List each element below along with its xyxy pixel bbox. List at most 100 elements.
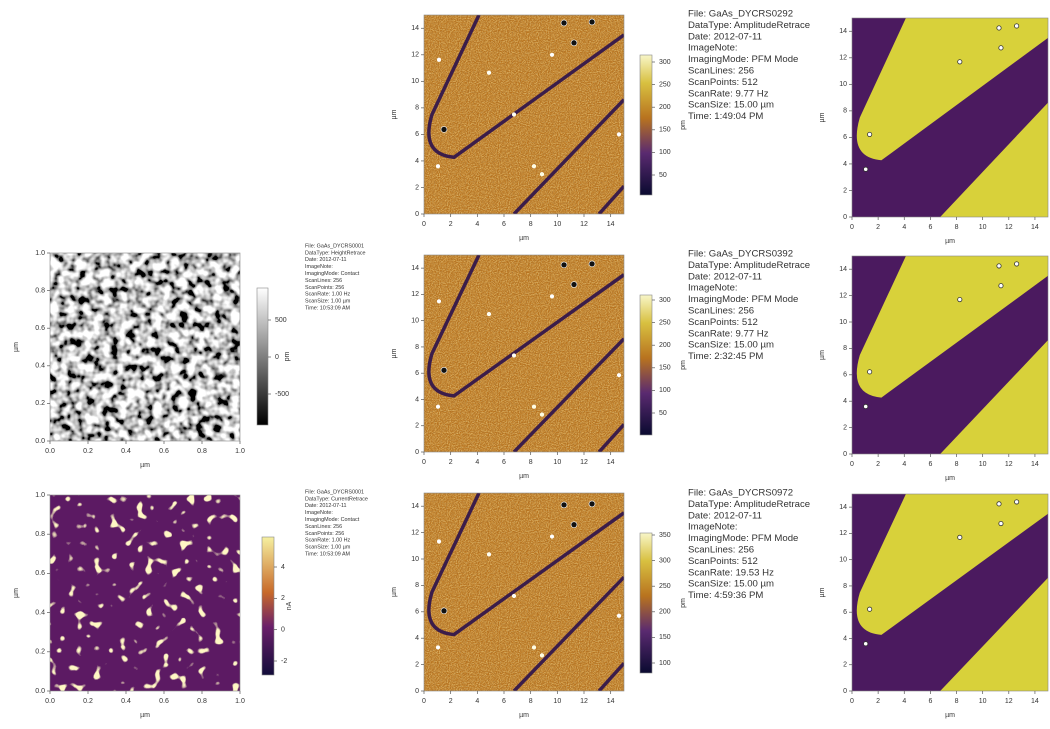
y-tick-label: 0.6	[35, 570, 45, 577]
defect	[437, 300, 441, 304]
defect	[589, 501, 595, 507]
x-tick-label: 12	[1005, 461, 1013, 468]
metadata-line: Time: 2:32:45 PM	[688, 351, 763, 362]
y-tick-label: 4	[843, 161, 847, 168]
y-tick-label: 0.8	[35, 287, 45, 294]
defect	[441, 126, 447, 132]
x-tick-label: 8	[529, 459, 533, 466]
colorbar-unit: pm	[680, 598, 687, 608]
defect	[540, 172, 544, 176]
y-tick-label: 0	[415, 211, 419, 218]
y-tick-label: 14	[411, 503, 419, 510]
defect	[540, 413, 544, 417]
defect	[487, 553, 491, 557]
colorbar-unit: pm	[680, 360, 687, 370]
defect	[550, 535, 554, 539]
y-tick-label: 2	[843, 662, 847, 669]
y-tick-label: 6	[415, 131, 419, 138]
x-tick-label: 2	[876, 698, 880, 705]
colorbar-tick-label: 200	[659, 609, 671, 616]
y-tick-label: 2	[415, 423, 419, 430]
defect	[1014, 500, 1018, 504]
x-tick-label: 1.0	[235, 698, 245, 705]
colorbar-tick-label: 250	[659, 81, 671, 88]
defect	[512, 594, 516, 598]
metadata-line: Date: 2012-07-11	[688, 271, 762, 282]
metadata-line: ImagingMode: PFM Mode	[688, 54, 798, 65]
metadata-line: DataType: AmplitudeRetrace	[688, 499, 810, 510]
colorbar-tick-label: 150	[659, 634, 671, 641]
colorbar-tick-label: 350	[659, 532, 671, 539]
metadata-line: DataType: AmplitudeRetrace	[688, 20, 810, 31]
metadata-line: ImageNote:	[305, 264, 333, 270]
colorbar	[257, 288, 268, 425]
y-tick-label: 6	[843, 609, 847, 616]
metadata-line: ScanSize: 15.00 µm	[688, 100, 774, 111]
figure: 0.00.20.40.60.81.00.00.20.40.60.81.0µmµm…	[0, 0, 1050, 729]
image	[852, 494, 1048, 691]
x-tick-label: 0	[422, 459, 426, 466]
metadata-line: Time: 10:53:09 AM	[305, 306, 351, 312]
x-tick-label: 2	[876, 224, 880, 231]
y-tick-label: 10	[839, 319, 847, 326]
x-tick-label: 10	[553, 221, 561, 228]
x-tick-label: 8	[955, 224, 959, 231]
defect	[561, 20, 567, 26]
colorbar-tick-label: 500	[275, 317, 287, 324]
x-axis-label: µm	[519, 473, 529, 480]
x-tick-label: 14	[1031, 698, 1039, 705]
metadata-line: Time: 4:59:36 PM	[688, 590, 763, 601]
defect	[532, 405, 536, 409]
metadata-line: ScanLines: 256	[688, 66, 754, 77]
y-tick-label: 8	[415, 105, 419, 112]
colorbar-tick-label: -2	[281, 658, 287, 665]
y-tick-label: 0	[843, 451, 847, 458]
x-tick-label: 0.0	[45, 448, 55, 455]
metadata-line: ScanSize: 1.00 µm	[305, 545, 351, 551]
x-tick-label: 2	[449, 459, 453, 466]
x-tick-label: 12	[580, 459, 588, 466]
metadata-line: ImageNote:	[688, 43, 738, 54]
colorbar-tick-label: 150	[659, 365, 671, 372]
x-tick-label: 14	[1031, 224, 1039, 231]
panel: 0246810121402468101214µmµm35030025020015…	[391, 488, 810, 719]
metadata-line: ImagingMode: PFM Mode	[688, 533, 798, 544]
metadata-line: ImagingMode: PFM Mode	[688, 294, 798, 305]
defect	[867, 607, 871, 611]
y-tick-label: 0.2	[35, 649, 45, 656]
metadata-line: ScanPoints: 512	[688, 77, 758, 88]
colorbar-tick-label: 50	[659, 172, 667, 179]
defect	[589, 261, 595, 267]
defect	[999, 46, 1003, 50]
colorbar	[640, 295, 652, 435]
panel: 0246810121402468101214µmµm30025020015010…	[391, 249, 810, 480]
x-tick-label: 6	[502, 698, 506, 705]
defect	[864, 642, 868, 646]
defect	[540, 654, 544, 658]
y-tick-label: 0	[843, 688, 847, 695]
y-tick-label: 1.0	[35, 492, 45, 499]
metadata-line: ImageNote:	[688, 283, 738, 294]
y-tick-label: 10	[839, 81, 847, 88]
defect	[512, 354, 516, 358]
colorbar-tick-label: -500	[275, 391, 289, 398]
metadata-line: File: GaAs_DYCRS0292	[688, 9, 793, 20]
x-tick-label: 8	[529, 698, 533, 705]
colorbar-tick-label: 250	[659, 583, 671, 590]
metadata-line: DataType: HeightRetrace	[305, 250, 366, 256]
x-tick-label: 0.2	[83, 698, 93, 705]
defect	[997, 26, 1001, 30]
defect	[958, 535, 962, 539]
colorbar-tick-label: 200	[659, 104, 671, 111]
x-axis-label: µm	[945, 475, 955, 482]
defect	[436, 164, 440, 168]
metadata-line: ImagingMode: Contact	[305, 271, 360, 277]
x-tick-label: 0	[850, 461, 854, 468]
defect	[487, 71, 491, 75]
defect	[436, 646, 440, 650]
y-axis-label: µm	[391, 348, 398, 358]
x-tick-label: 10	[979, 224, 987, 231]
colorbar-tick-label: 100	[659, 149, 671, 156]
defect	[617, 373, 621, 377]
metadata-line: ImagingMode: Contact	[305, 517, 360, 523]
